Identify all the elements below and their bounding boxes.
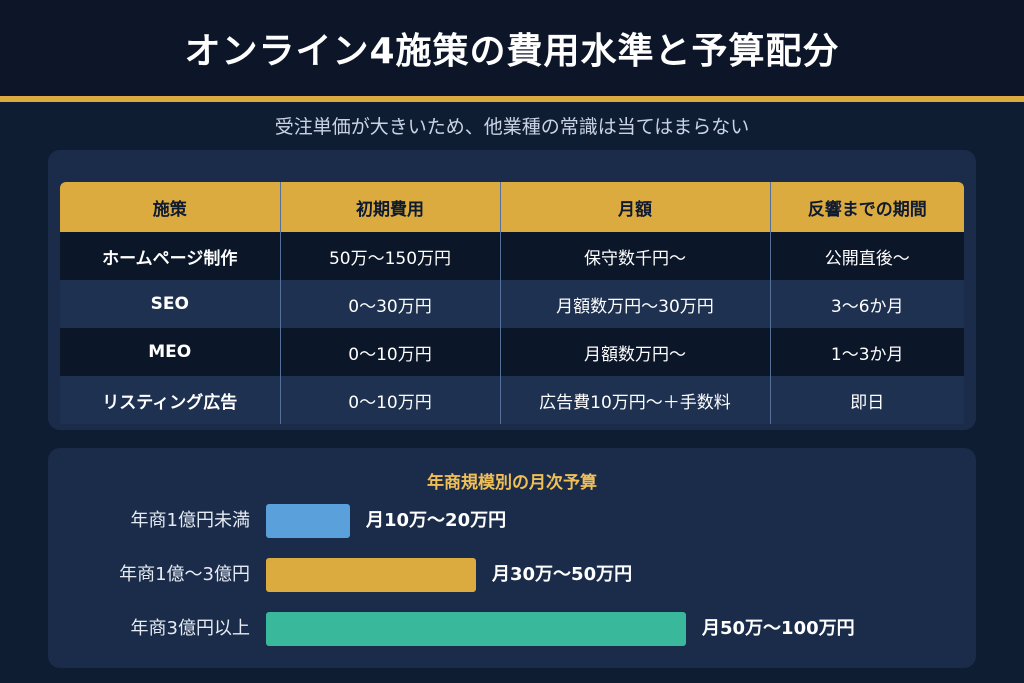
page-subtitle: 受注単価が大きいため、他業種の常識は当てはまらない: [274, 116, 750, 138]
row-response-period: 公開直後〜: [769, 232, 964, 280]
budget-row-label: 年商1億〜3億円: [119, 564, 250, 585]
cost-table: 施策 初期費用 月額 反響までの期間 ホームページ制作 50万〜150万円 保守…: [60, 182, 964, 424]
budget-row-value: 月50万〜100万円: [702, 618, 855, 639]
budget-row: 年商3億円以上 月50万〜100万円: [48, 612, 976, 646]
header: オンライン4施策の費用水準と予算配分: [0, 0, 1024, 96]
row-monthly-cost: 月額数万円〜: [499, 328, 770, 376]
budget-bar: [266, 612, 686, 646]
table-header-row: 施策 初期費用 月額 反響までの期間: [60, 182, 964, 232]
header-initial-cost: 初期費用: [279, 182, 500, 232]
row-monthly-cost: 保守数千円〜: [499, 232, 770, 280]
row-response-period: 3〜6か月: [769, 280, 964, 328]
header-response-period: 反響までの期間: [769, 182, 964, 232]
row-initial-cost: 0〜10万円: [279, 328, 500, 376]
row-initial-cost: 0〜10万円: [279, 376, 500, 424]
cost-table-panel: 施策 初期費用 月額 反響までの期間 ホームページ制作 50万〜150万円 保守…: [48, 150, 976, 430]
row-measure: リスティング広告: [60, 376, 280, 424]
header-divider: [0, 96, 1024, 102]
row-measure: MEO: [60, 328, 280, 376]
row-initial-cost: 0〜30万円: [279, 280, 500, 328]
header-measure: 施策: [60, 182, 280, 232]
row-measure: ホームページ制作: [60, 232, 280, 280]
budget-row-label: 年商1億円未満: [130, 510, 250, 531]
budget-row-value: 月10万〜20万円: [366, 510, 507, 531]
row-initial-cost: 50万〜150万円: [279, 232, 500, 280]
table-row: SEO 0〜30万円 月額数万円〜30万円 3〜6か月: [60, 280, 964, 328]
budget-bar: [266, 504, 350, 538]
budget-row-value: 月30万〜50万円: [492, 564, 633, 585]
budget-title: 年商規模別の月次予算: [427, 473, 597, 493]
row-response-period: 即日: [769, 376, 964, 424]
page-title: オンライン4施策の費用水準と予算配分: [184, 31, 840, 72]
budget-row: 年商1億〜3億円 月30万〜50万円: [48, 558, 976, 592]
budget-bar: [266, 558, 476, 592]
budget-row: 年商1億円未満 月10万〜20万円: [48, 504, 976, 538]
header-monthly-cost: 月額: [499, 182, 770, 232]
row-response-period: 1〜3か月: [769, 328, 964, 376]
table-row: MEO 0〜10万円 月額数万円〜 1〜3か月: [60, 328, 964, 376]
budget-panel: 年商規模別の月次予算 年商1億円未満 月10万〜20万円 年商1億〜3億円 月3…: [48, 448, 976, 668]
table-row: リスティング広告 0〜10万円 広告費10万円〜＋手数料 即日: [60, 376, 964, 424]
budget-row-label: 年商3億円以上: [130, 618, 250, 639]
table-row: ホームページ制作 50万〜150万円 保守数千円〜 公開直後〜: [60, 232, 964, 280]
row-monthly-cost: 広告費10万円〜＋手数料: [499, 376, 770, 424]
row-monthly-cost: 月額数万円〜30万円: [499, 280, 770, 328]
row-measure: SEO: [60, 280, 280, 328]
